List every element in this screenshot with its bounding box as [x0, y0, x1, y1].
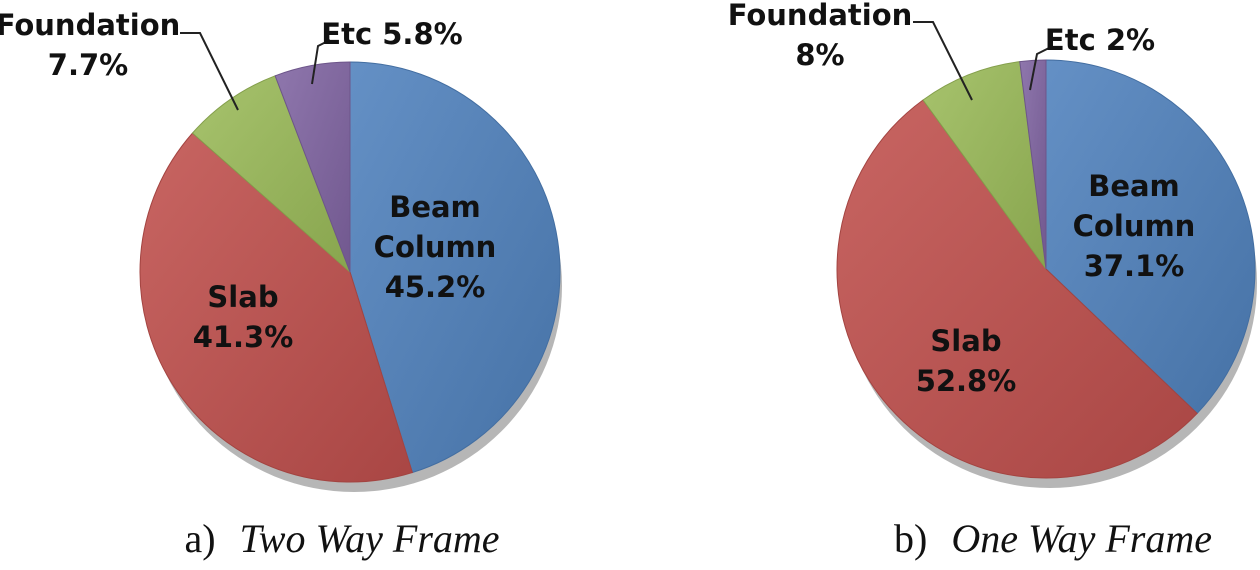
data-label-beam-column: Beam Column 37.1%	[1073, 169, 1196, 283]
data-label-line: Beam	[1088, 169, 1180, 203]
data-label-slab: Slab 52.8%	[916, 324, 1017, 398]
pie-slice-etc	[1019, 59, 1047, 270]
data-label-line: Column	[374, 230, 497, 264]
pie-chart-one-way-frame: Beam Column 37.1% Slab 52.8% Foundation 8% Etc …	[728, 0, 1257, 488]
data-label-line: Foundation	[728, 0, 913, 32]
pie-chart-two-way-frame: Beam Column 45.2% Slab 41.3% Foundation 7.7% Et…	[0, 8, 562, 492]
data-label-line: 52.8%	[916, 364, 1017, 398]
pie-slice-foundation	[191, 75, 351, 273]
pie-slice-beam-column	[349, 61, 561, 474]
pie-slice-slab	[836, 99, 1198, 479]
data-label-etc: Etc 5.8%	[321, 17, 462, 51]
data-label-line: Foundation	[0, 8, 180, 42]
data-label-line: Slab	[207, 280, 278, 314]
data-label-line: 7.7%	[48, 48, 128, 82]
pie-slice-slab	[139, 132, 414, 483]
caption-prefix: a)	[184, 516, 215, 561]
pie-slice-beam-column	[1045, 59, 1256, 415]
leader-line-etc	[1029, 47, 1050, 91]
caption-one-way-frame: b) One Way Frame	[894, 516, 1212, 561]
leader-line-etc	[311, 39, 331, 85]
data-label-line: Beam	[389, 190, 481, 224]
caption-title: One Way Frame	[951, 516, 1212, 561]
data-label-slab: Slab 41.3%	[193, 280, 294, 354]
data-label-line: Column	[1073, 209, 1196, 243]
data-label-foundation: Foundation 8%	[728, 0, 913, 72]
data-label-line: Etc 5.8%	[321, 17, 462, 51]
leader-line-foundation	[180, 32, 239, 111]
caption-two-way-frame: a) Two Way Frame	[184, 516, 499, 561]
data-label-line: 8%	[795, 38, 844, 72]
data-label-line: 37.1%	[1084, 249, 1185, 283]
caption-title: Two Way Frame	[240, 516, 500, 561]
caption-prefix: b)	[894, 516, 927, 561]
data-label-line: Slab	[930, 324, 1001, 358]
pie-slice-foundation	[922, 61, 1047, 270]
leader-line-foundation	[913, 21, 973, 101]
data-label-line: 41.3%	[193, 320, 294, 354]
data-label-etc: Etc 2%	[1045, 23, 1155, 57]
data-label-line: Etc 2%	[1045, 23, 1155, 57]
data-label-foundation: Foundation 7.7%	[0, 8, 180, 82]
data-label-beam-column: Beam Column 45.2%	[374, 190, 497, 304]
pie-slice-etc	[274, 61, 351, 273]
data-label-line: 45.2%	[385, 270, 486, 304]
